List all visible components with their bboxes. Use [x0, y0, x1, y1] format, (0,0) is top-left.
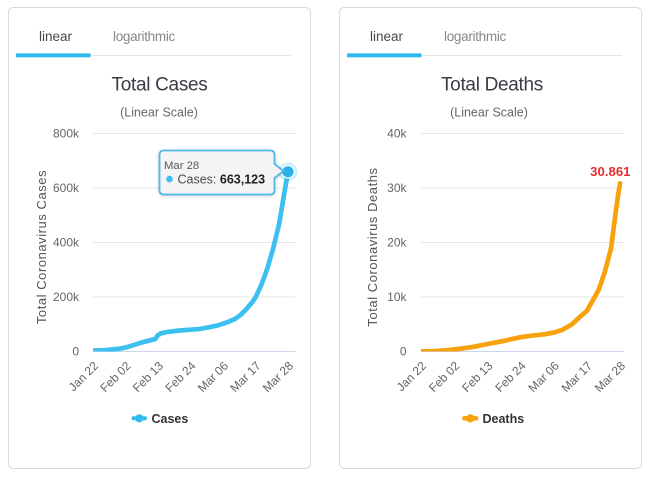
svg-text:linear: linear	[39, 29, 73, 44]
svg-text:Mar 28: Mar 28	[164, 160, 199, 172]
svg-text:0: 0	[400, 345, 407, 359]
svg-text:400k: 400k	[53, 236, 80, 250]
svg-text:Cases: Cases	[152, 412, 189, 426]
svg-text:(Linear Scale): (Linear Scale)	[450, 106, 528, 120]
svg-text:logarithmic: logarithmic	[444, 29, 507, 44]
svg-text:200k: 200k	[53, 290, 80, 304]
svg-text:30k: 30k	[387, 181, 407, 195]
svg-text:800k: 800k	[53, 127, 80, 141]
svg-text:20k: 20k	[387, 236, 407, 250]
svg-text:600k: 600k	[53, 181, 80, 195]
svg-text:Total Coronavirus Cases: Total Coronavirus Cases	[34, 170, 49, 324]
svg-text:10k: 10k	[387, 290, 407, 304]
svg-text:Cases: 663,123: Cases: 663,123	[178, 173, 266, 187]
svg-text:0: 0	[72, 345, 79, 359]
svg-text:Total Cases: Total Cases	[112, 75, 208, 96]
svg-text:linear: linear	[370, 29, 404, 44]
svg-text:30.861: 30.861	[590, 164, 630, 179]
svg-text:Deaths: Deaths	[483, 412, 525, 426]
svg-text:Total Deaths: Total Deaths	[441, 75, 543, 96]
svg-text:40k: 40k	[387, 127, 407, 141]
svg-text:logarithmic: logarithmic	[113, 29, 176, 44]
svg-text:Total Coronavirus Deaths: Total Coronavirus Deaths	[365, 167, 380, 326]
svg-text:(Linear Scale): (Linear Scale)	[120, 106, 198, 120]
